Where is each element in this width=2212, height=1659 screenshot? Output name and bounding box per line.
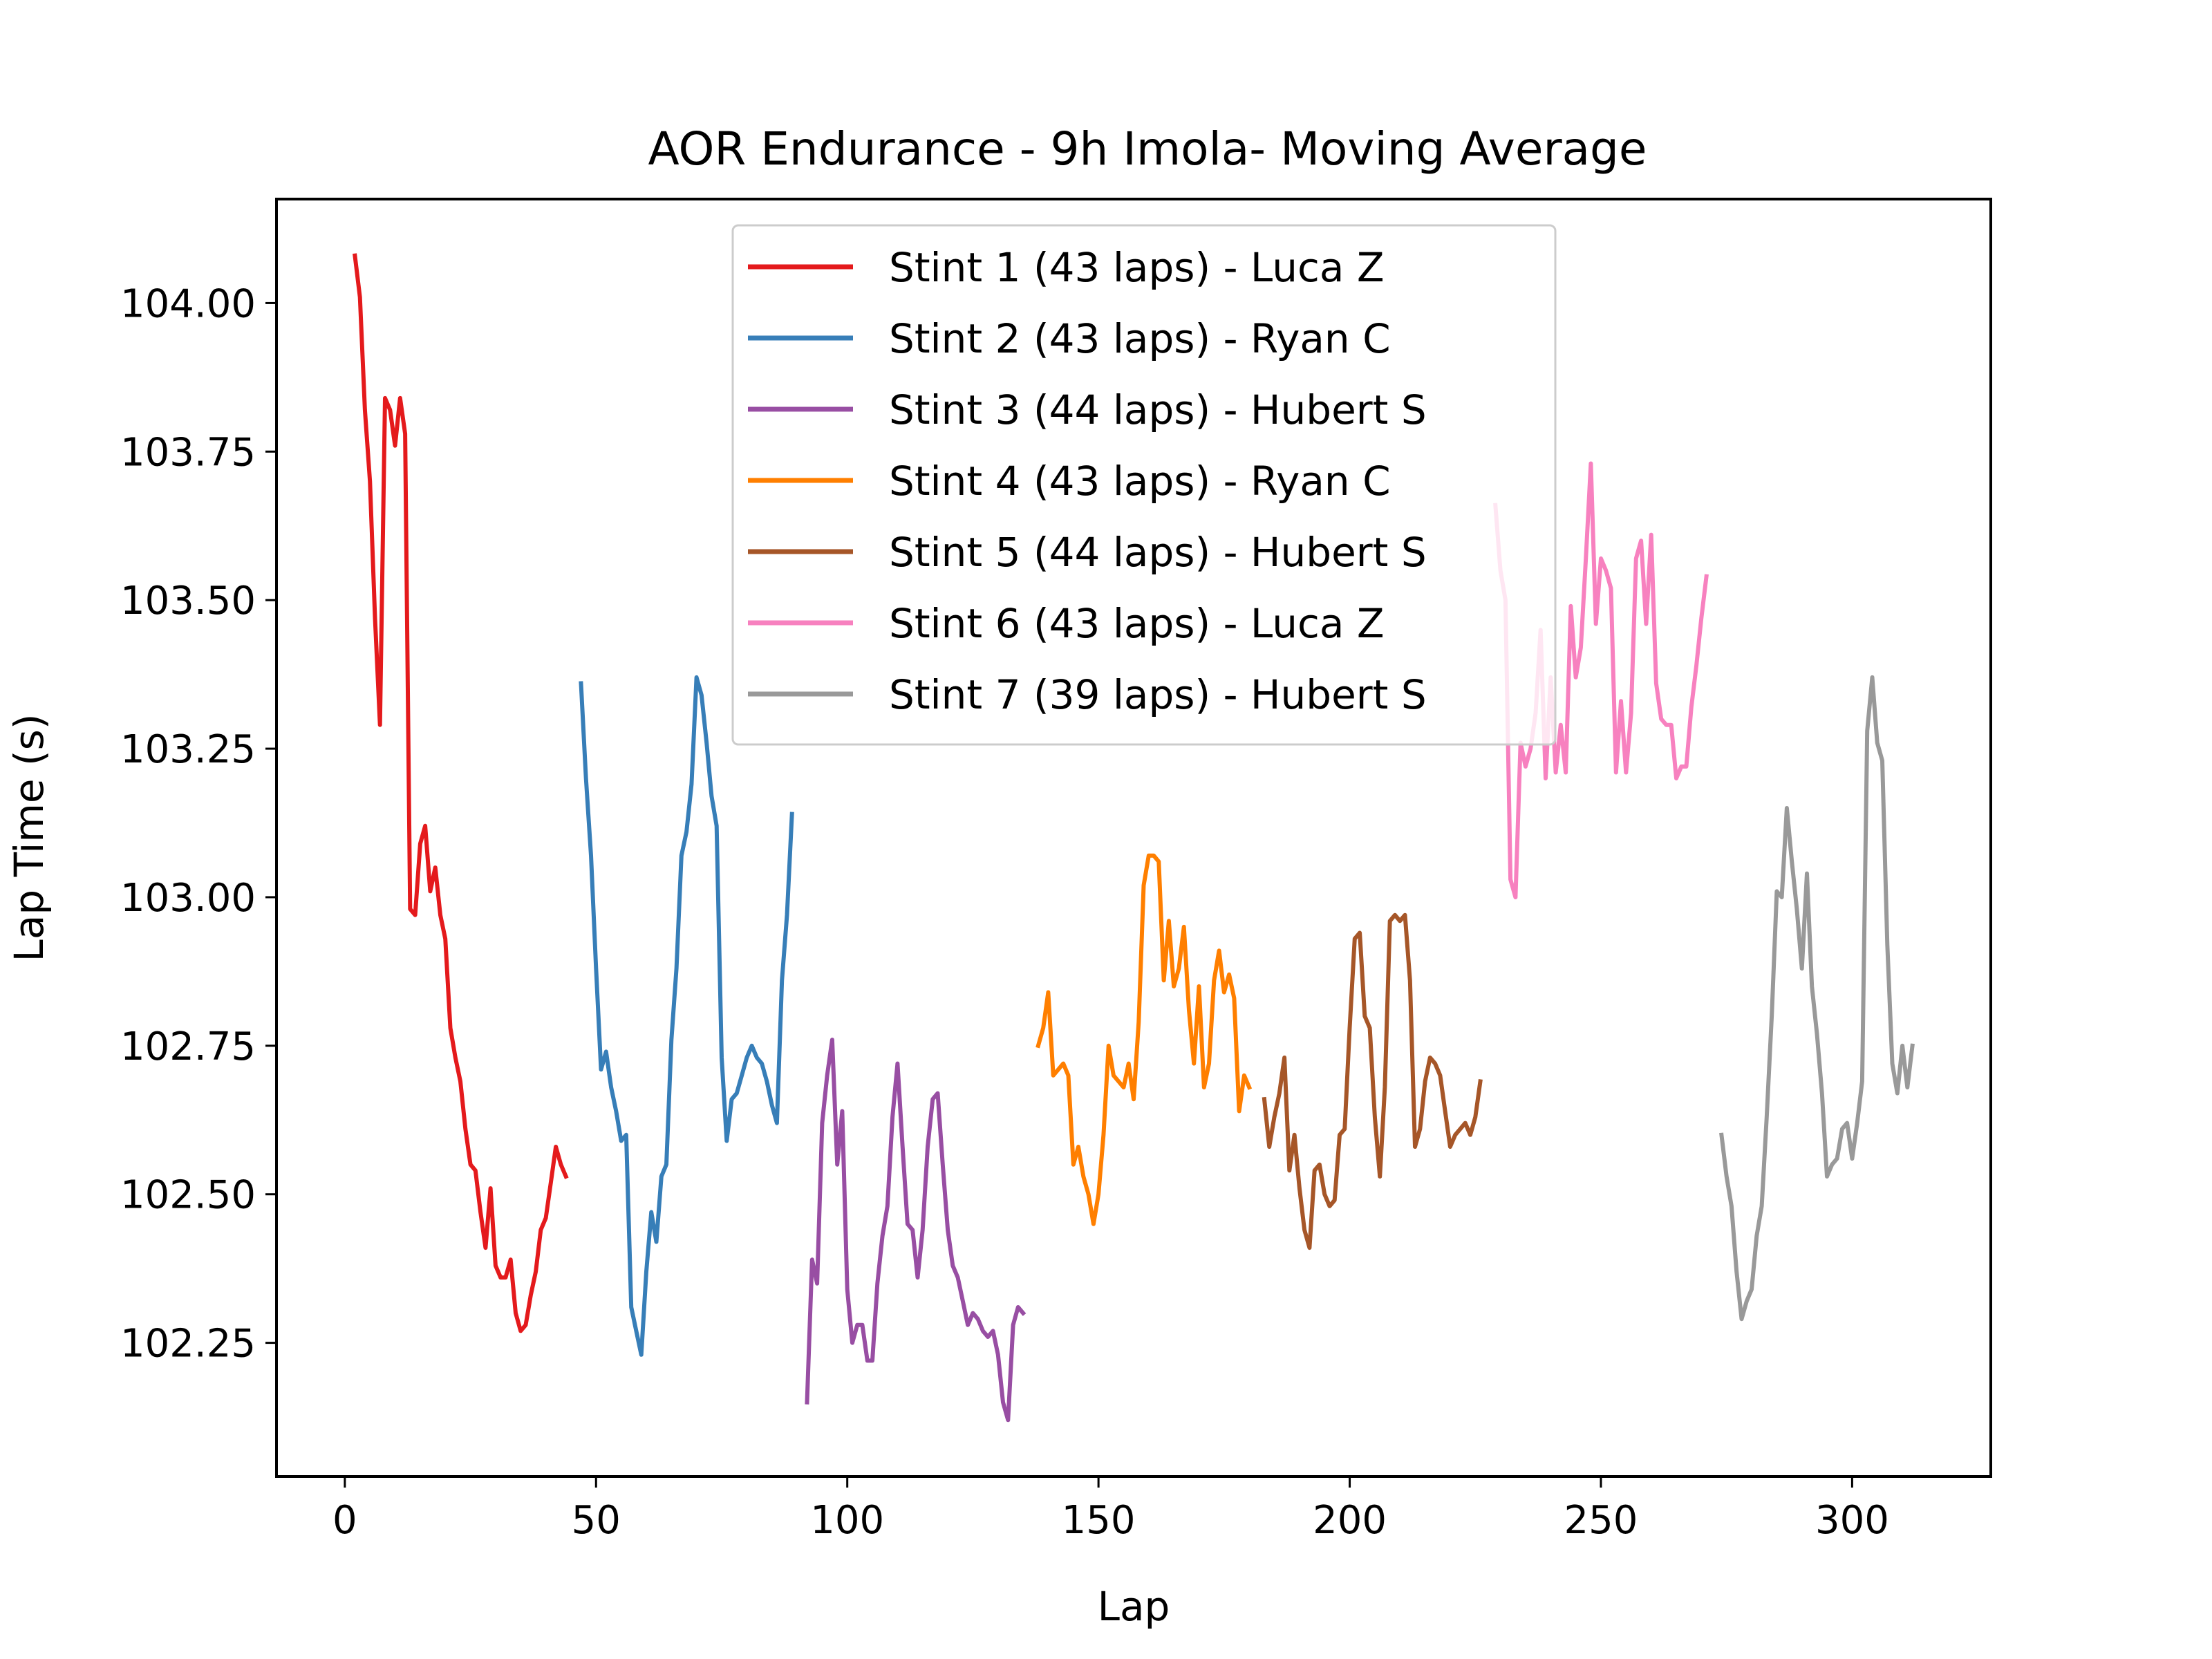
plot-lines: [353, 253, 1915, 1423]
legend: Stint 1 (43 laps) - Luca Z Stint 2 (43 la…: [731, 224, 1557, 746]
x-axis-ticks: 0 50 100 150 200 250 300: [332, 1477, 1889, 1543]
legend-label: Stint 6 (43 laps) - Luca Z: [889, 600, 1385, 647]
x-tick-label: 50: [572, 1498, 621, 1543]
x-tick-label: 300: [1815, 1498, 1889, 1543]
y-tick-label: 102.75: [120, 1024, 256, 1069]
y-tick-label: 103.50: [120, 579, 256, 624]
plot-frame: [275, 198, 1992, 1478]
series-line-7: [1719, 675, 1915, 1322]
x-tick-label: 150: [1062, 1498, 1136, 1543]
y-tick-label: 103.00: [120, 876, 256, 921]
legend-label: Stint 5 (44 laps) - Hubert S: [889, 529, 1427, 576]
x-tick-label: 250: [1564, 1498, 1638, 1543]
series-line-3: [805, 1038, 1027, 1423]
series-line-1: [353, 253, 569, 1333]
y-tick-label: 102.50: [120, 1173, 256, 1218]
series-line-5: [1262, 912, 1483, 1250]
series-line-6: [1493, 461, 1709, 899]
y-tick-label: 102.25: [120, 1322, 256, 1367]
x-tick-label: 100: [810, 1498, 884, 1543]
legend-label: Stint 1 (43 laps) - Luca Z: [889, 244, 1385, 291]
legend-box: [731, 224, 1557, 746]
x-tick-label: 0: [332, 1498, 357, 1543]
chart-title: AOR Endurance - 9h Imola- Moving Average: [648, 122, 1647, 176]
legend-label: Stint 4 (43 laps) - Ryan C: [889, 458, 1391, 505]
y-axis-ticks: 102.25 102.50 102.75 103.00 103.25 103.50 103.…: [120, 281, 276, 1367]
x-tick-label: 200: [1313, 1498, 1387, 1543]
y-axis-label: Lap Time (s): [6, 714, 53, 962]
legend-label: Stint 7 (39 laps) - Hubert S: [889, 671, 1427, 718]
legend-label: Stint 3 (44 laps) - Hubert S: [889, 386, 1427, 433]
y-tick-label: 103.75: [120, 430, 256, 475]
y-tick-label: 104.00: [120, 281, 256, 326]
y-tick-label: 103.25: [120, 727, 256, 772]
x-axis-label: Lap: [1098, 1583, 1170, 1630]
series-line-4: [1035, 853, 1253, 1226]
series-line-2: [579, 675, 794, 1357]
legend-label: Stint 2 (43 laps) - Ryan C: [889, 315, 1391, 362]
